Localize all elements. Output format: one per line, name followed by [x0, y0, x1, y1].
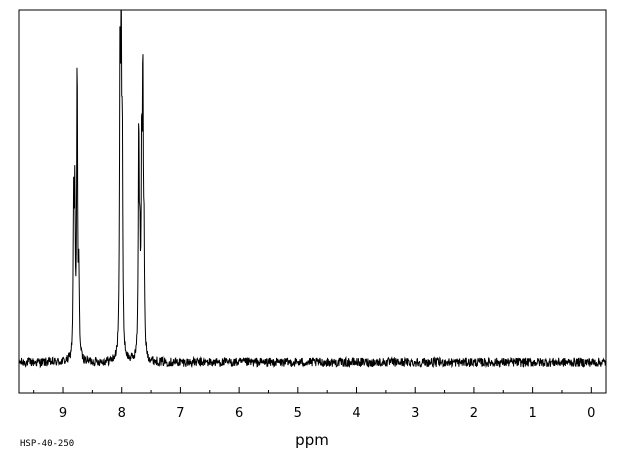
- x-tick-label: 8: [118, 406, 126, 421]
- spectrum-trace: [18, 9, 607, 369]
- x-axis-title: ppm: [295, 431, 329, 449]
- x-tick-label: 4: [352, 406, 360, 421]
- x-tick-label: 0: [587, 406, 595, 421]
- x-axis-ticks: [33, 387, 592, 393]
- x-tick-label: 7: [176, 406, 184, 421]
- x-tick-label: 1: [528, 406, 536, 421]
- x-axis-tick-labels: 9 8 7 6 5 4 3 2 1 0: [59, 406, 596, 421]
- x-tick-label: 6: [235, 406, 243, 421]
- x-tick-label: 5: [294, 406, 302, 421]
- sample-code: HSP-40-250: [20, 439, 74, 449]
- x-tick-label: 9: [59, 406, 67, 421]
- plot-frame: [18, 9, 607, 394]
- x-tick-label: 3: [411, 406, 419, 421]
- x-tick-label: 2: [470, 406, 478, 421]
